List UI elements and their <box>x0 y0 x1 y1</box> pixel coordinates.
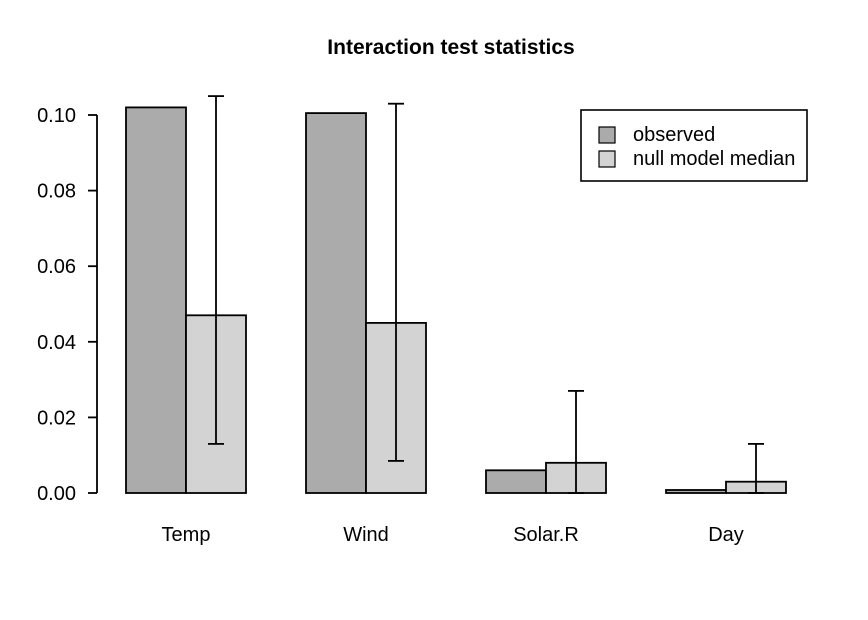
bars-group <box>125 106 787 494</box>
y-tick-label: 0.06 <box>37 256 76 278</box>
error-bar-Day <box>748 442 764 494</box>
x-axis-labels: Temp Wind Solar.R Day <box>162 524 744 546</box>
error-bar-Solar.R <box>568 389 584 494</box>
y-tick-label: 0.10 <box>37 105 76 127</box>
legend-border <box>580 109 808 182</box>
legend-label-null-model-median: null model median <box>633 148 795 170</box>
y-tick-label: 0.04 <box>37 332 76 354</box>
legend-label-observed: observed <box>633 124 715 146</box>
x-category-label: Solar.R <box>513 524 579 546</box>
legend-swatch-observed <box>598 126 616 144</box>
bar-observed-Wind <box>305 112 367 494</box>
bar-observed-Day <box>665 489 727 494</box>
x-category-label: Temp <box>162 524 211 546</box>
bar-observed-Solar.R <box>485 469 547 494</box>
y-tick-label: 0.08 <box>37 181 76 203</box>
error-bar-Temp <box>208 95 224 445</box>
x-category-label: Wind <box>343 524 389 546</box>
y-tick-label: 0.00 <box>37 483 76 505</box>
chart-title: Interaction test statistics <box>327 36 574 59</box>
bar-observed-Temp <box>125 106 187 494</box>
x-category-label: Day <box>708 524 744 546</box>
y-tick-label: 0.02 <box>37 407 76 429</box>
error-bars-group <box>208 95 764 494</box>
legend-swatch-null <box>598 150 616 168</box>
error-bar-Wind <box>388 102 404 462</box>
y-axis: 0.00 0.02 0.04 0.06 0.08 0.10 <box>37 105 98 505</box>
legend: observed null model median <box>580 109 808 182</box>
